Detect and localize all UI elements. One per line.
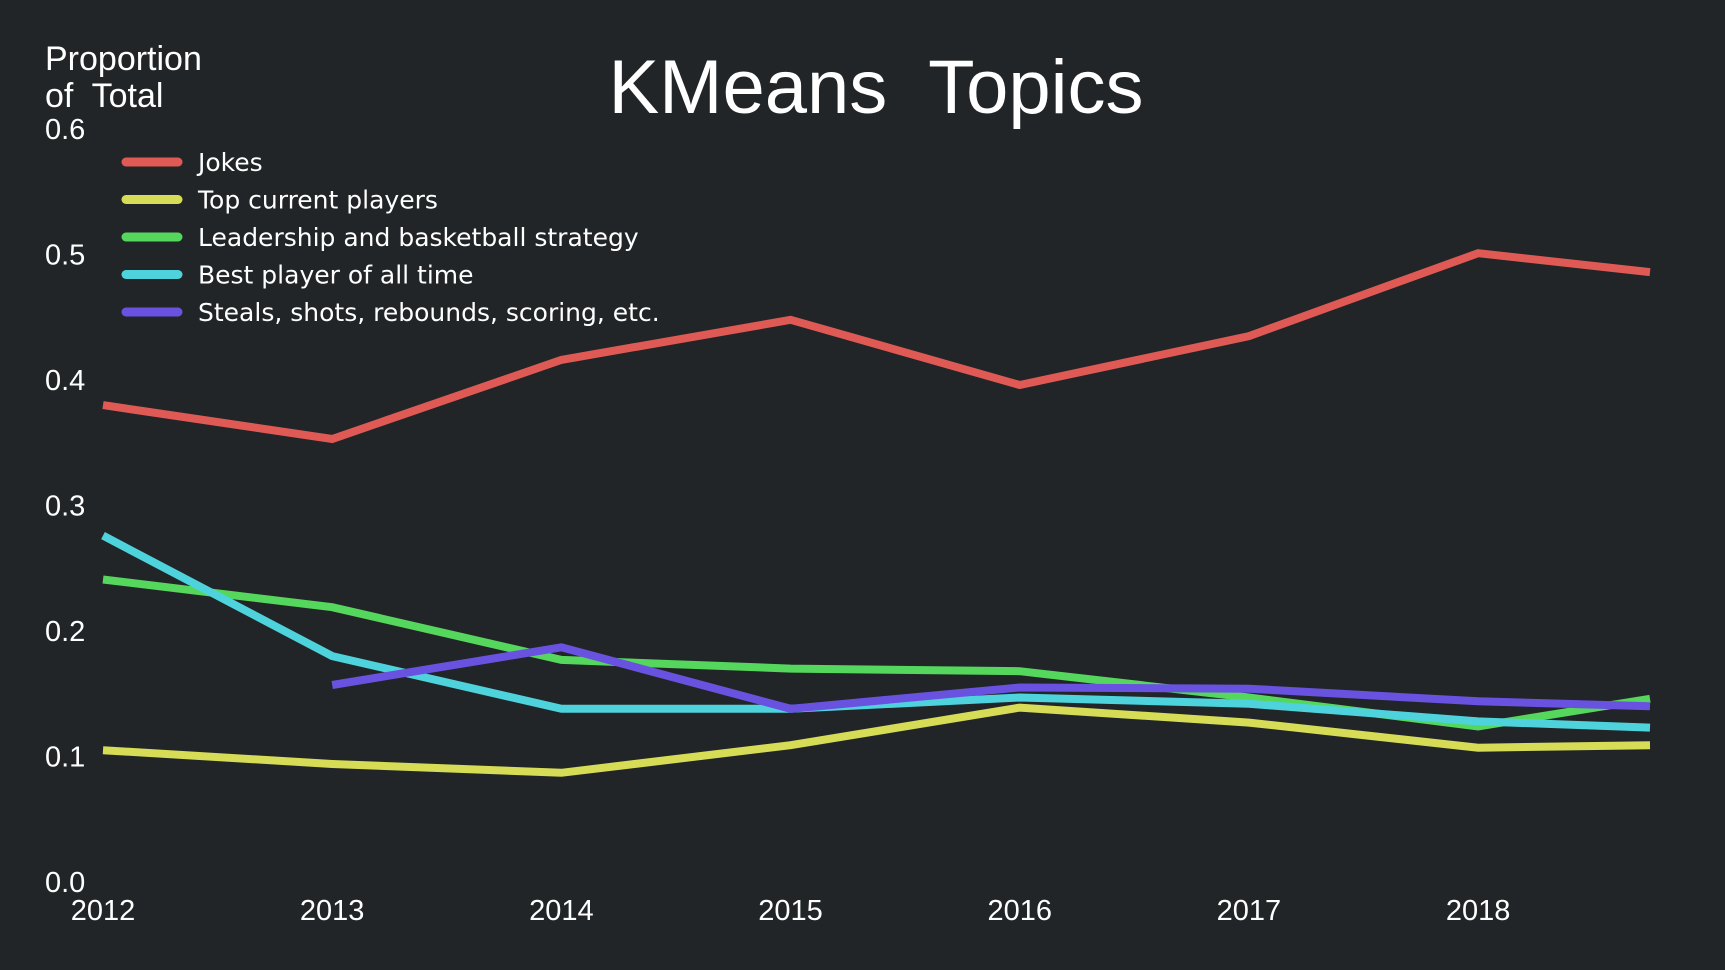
legend-label: Top current players xyxy=(197,186,438,215)
legend: Jokes Top current players Leadership and b… xyxy=(121,148,660,327)
y-tick-label: 0.1 xyxy=(45,742,85,774)
series-4-group xyxy=(101,532,1651,732)
y-axis-label-line-1: Proportion xyxy=(45,40,202,78)
y-axis-ticks: 0.0 0.1 0.2 0.3 0.4 0.5 0.6 xyxy=(45,114,85,899)
y-tick-label: 0.2 xyxy=(45,616,85,648)
series-5-group xyxy=(331,643,1651,713)
series-line xyxy=(102,703,1651,777)
series-1-group xyxy=(102,249,1651,444)
legend-label: Steals, shots, rebounds, scoring, etc. xyxy=(198,298,660,327)
legend-label: Leadership and basketball strategy xyxy=(198,223,639,252)
legend-label: Best player of all time xyxy=(198,261,474,290)
x-axis-ticks: 2012 2013 2014 2015 2016 2017 2018 xyxy=(71,895,1511,927)
y-tick-label: 0.3 xyxy=(45,491,85,523)
series-2-group xyxy=(102,703,1651,777)
x-tick-label: 2014 xyxy=(529,895,594,927)
series-line xyxy=(331,643,1651,713)
y-tick-label: 0.0 xyxy=(45,867,85,899)
y-axis-label-line-2: of Total xyxy=(45,77,163,115)
series-line xyxy=(102,249,1651,444)
x-tick-label: 2013 xyxy=(300,895,365,927)
x-tick-label: 2015 xyxy=(758,895,823,927)
series-lines xyxy=(101,249,1651,777)
x-tick-label: 2016 xyxy=(987,895,1052,927)
chart-title: KMeans Topics xyxy=(608,45,1143,130)
x-tick-label: 2012 xyxy=(71,895,136,927)
x-tick-label: 2018 xyxy=(1446,895,1511,927)
y-tick-label: 0.5 xyxy=(45,240,85,272)
legend-label: Jokes xyxy=(196,148,263,177)
x-tick-label: 2017 xyxy=(1217,895,1282,927)
series-line xyxy=(101,532,1651,732)
y-tick-label: 0.4 xyxy=(45,365,85,397)
y-tick-label: 0.6 xyxy=(45,114,85,146)
